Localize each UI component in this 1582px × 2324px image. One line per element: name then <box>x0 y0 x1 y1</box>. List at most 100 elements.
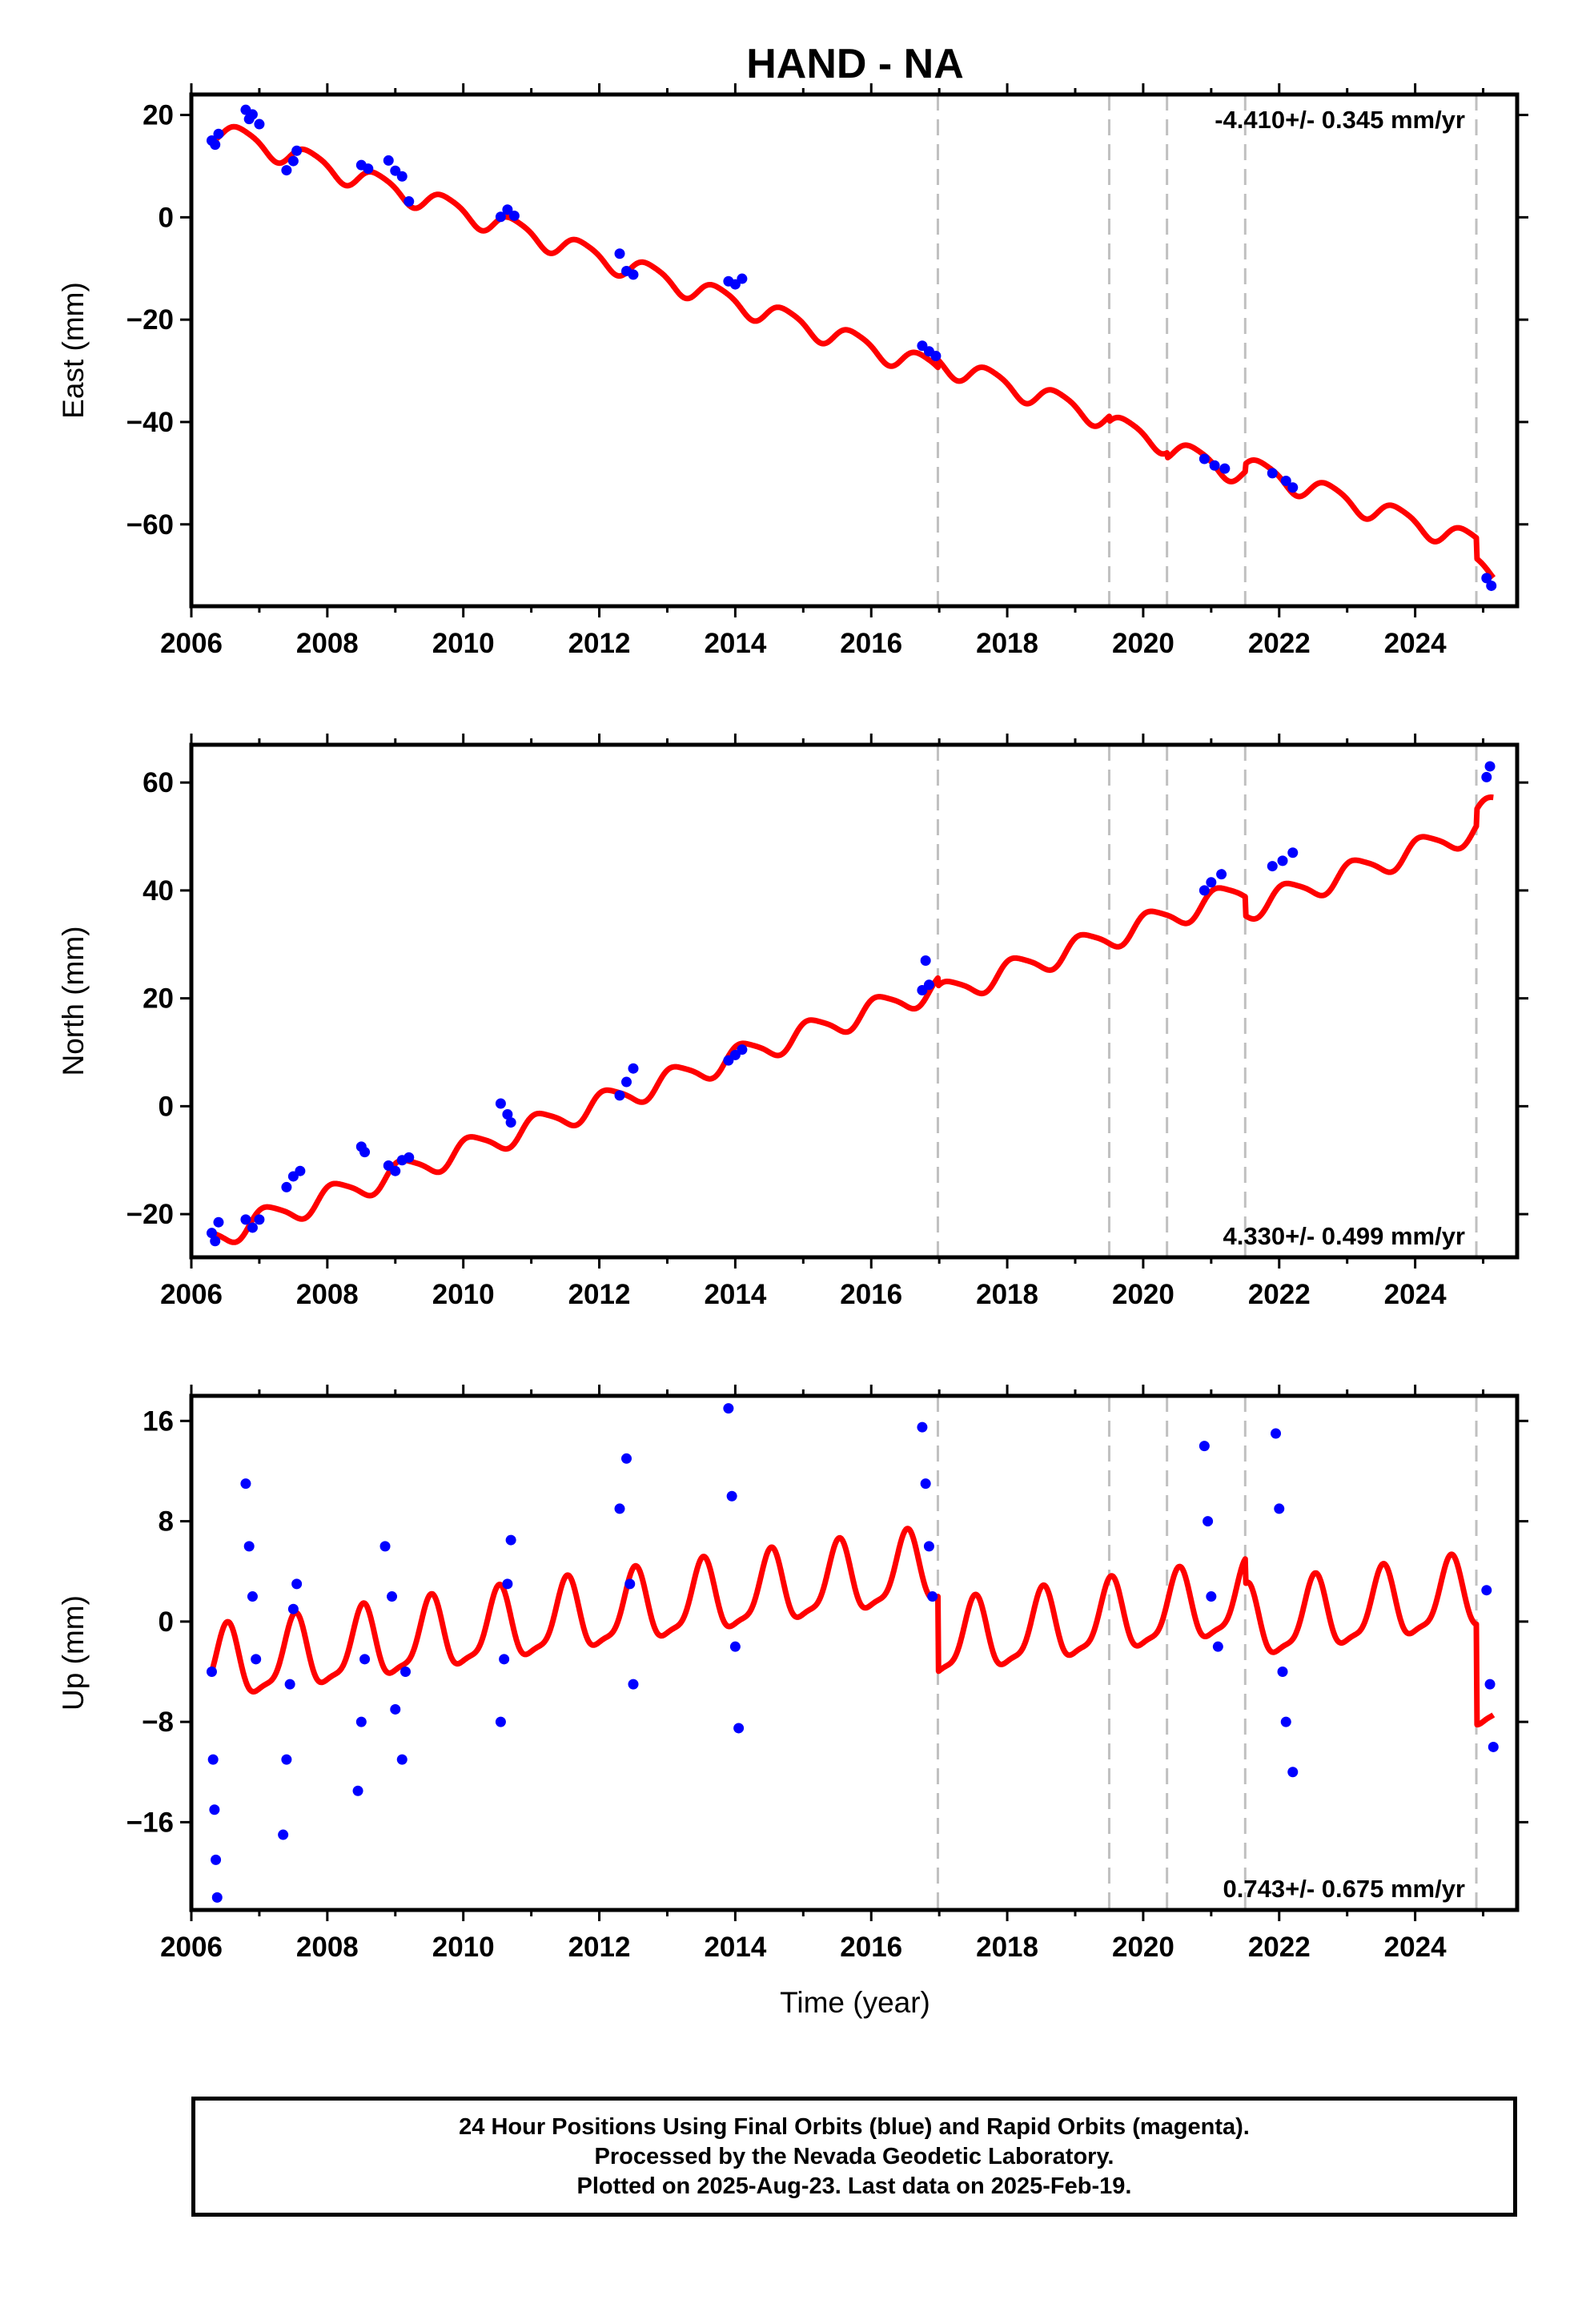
data-point-north-6 <box>281 1181 292 1192</box>
rate-label-up: 0.743+/- 0.675 mm/yr <box>1223 1875 1465 1903</box>
y-axis-label-east: East (mm) <box>57 282 90 419</box>
y-tick-label-north-2: 20 <box>143 983 174 1015</box>
data-point-up-11 <box>287 1603 299 1614</box>
x-tick-label-up-4: 2014 <box>704 1932 766 1963</box>
y-axis-label-up: Up (mm) <box>57 1595 90 1711</box>
data-point-east-2 <box>213 128 224 139</box>
x-tick-label-east-6: 2018 <box>976 628 1038 659</box>
data-point-up-25 <box>505 1534 516 1546</box>
rate-label-north: 4.330+/- 0.499 mm/yr <box>1223 1222 1465 1250</box>
data-point-up-47 <box>1481 1585 1492 1596</box>
data-point-up-35 <box>920 1478 931 1490</box>
data-point-east-7 <box>281 165 292 176</box>
data-point-north-4 <box>247 1222 258 1233</box>
data-point-north-30 <box>1267 861 1278 872</box>
x-tick-label-north-9: 2024 <box>1384 1279 1447 1310</box>
data-point-north-27 <box>1199 885 1210 896</box>
data-point-up-8 <box>251 1654 262 1665</box>
data-point-east-18 <box>508 210 520 221</box>
x-tick-label-up-1: 2008 <box>296 1932 359 1963</box>
data-point-up-2 <box>209 1804 220 1815</box>
x-tick-label-north-2: 2010 <box>432 1279 495 1310</box>
data-point-east-11 <box>363 163 374 175</box>
data-point-north-12 <box>390 1165 401 1176</box>
data-point-up-46 <box>1287 1767 1299 1778</box>
data-point-east-9 <box>291 145 303 156</box>
data-point-up-10 <box>284 1679 295 1690</box>
x-tick-label-north-8: 2022 <box>1248 1279 1311 1310</box>
data-point-east-21 <box>628 269 639 280</box>
data-point-up-42 <box>1271 1428 1282 1439</box>
y-axis-label-north: North (mm) <box>57 926 90 1076</box>
data-point-up-21 <box>400 1666 412 1677</box>
x-tick-label-north-1: 2008 <box>296 1279 359 1310</box>
data-point-east-14 <box>396 171 408 182</box>
x-tick-label-up-9: 2024 <box>1384 1932 1447 1963</box>
data-point-up-41 <box>1212 1641 1223 1652</box>
data-point-north-17 <box>505 1117 516 1128</box>
data-point-up-44 <box>1277 1666 1288 1677</box>
data-point-up-16 <box>359 1654 371 1665</box>
data-point-north-19 <box>621 1076 632 1088</box>
data-point-east-31 <box>1267 468 1278 479</box>
data-point-up-29 <box>628 1679 639 1690</box>
footer-note-box: 24 Hour Positions Using Final Orbits (bl… <box>191 2097 1517 2217</box>
data-point-north-23 <box>737 1044 748 1055</box>
data-point-north-10 <box>359 1147 371 1158</box>
data-point-up-38 <box>1199 1441 1210 1452</box>
x-tick-label-east-7: 2020 <box>1112 628 1174 659</box>
panel-east: 20 0 −20 −40 −60 2006 2008 2010 2012 2014 2016 2018… <box>57 83 1528 659</box>
data-point-east-24 <box>737 273 748 284</box>
data-point-east-35 <box>1486 580 1497 591</box>
x-tick-label-up-7: 2020 <box>1112 1932 1174 1963</box>
data-point-up-5 <box>240 1478 251 1490</box>
y-tick-label-up-4: −16 <box>126 1807 174 1838</box>
x-axis-label: Time (year) <box>780 1986 930 2019</box>
data-point-east-27 <box>930 351 942 362</box>
panel-frame-up <box>189 1393 1520 1912</box>
data-point-north-28 <box>1206 877 1217 888</box>
footer-line-1: 24 Hour Positions Using Final Orbits (bl… <box>459 2113 1250 2140</box>
y-tick-label-up-0: 16 <box>143 1405 174 1437</box>
y-tick-label-east-3: −40 <box>126 407 174 438</box>
data-point-north-18 <box>614 1090 625 1101</box>
y-tick-label-north-0: 60 <box>143 767 174 798</box>
x-tick-label-east-9: 2024 <box>1384 628 1447 659</box>
data-point-east-33 <box>1287 482 1299 493</box>
footer-line-3: Plotted on 2025-Aug-23. Last data on 202… <box>576 2173 1132 2199</box>
data-point-up-3 <box>211 1854 222 1865</box>
data-point-north-33 <box>1481 771 1492 782</box>
panel-north: 60 40 20 0 −20 2006 2008 2010 2012 2014 2016 2018 20… <box>57 734 1528 1310</box>
data-point-north-34 <box>1484 761 1496 772</box>
data-point-up-19 <box>390 1703 401 1715</box>
data-point-east-15 <box>404 196 415 207</box>
x-tick-label-up-3: 2012 <box>568 1932 631 1963</box>
data-point-up-28 <box>624 1578 636 1590</box>
data-point-up-14 <box>352 1785 363 1796</box>
data-point-north-1 <box>210 1236 221 1247</box>
y-tick-label-north-3: 0 <box>159 1091 174 1122</box>
data-point-up-24 <box>502 1578 513 1590</box>
data-point-up-33 <box>733 1723 745 1734</box>
data-point-up-12 <box>291 1578 303 1590</box>
data-point-east-34 <box>1481 573 1492 584</box>
data-point-up-20 <box>396 1754 408 1765</box>
chart-title: HAND - NA <box>746 41 964 87</box>
x-tick-label-north-4: 2014 <box>704 1279 766 1310</box>
data-point-up-18 <box>387 1591 398 1602</box>
data-point-up-13 <box>278 1829 289 1840</box>
data-point-up-9 <box>281 1754 292 1765</box>
data-point-east-1 <box>210 139 221 151</box>
data-point-up-34 <box>917 1421 928 1433</box>
y-tick-label-east-0: 20 <box>143 100 174 131</box>
data-point-up-43 <box>1274 1503 1285 1514</box>
data-point-north-20 <box>628 1063 639 1074</box>
x-tick-label-north-5: 2016 <box>840 1279 902 1310</box>
data-point-north-3 <box>240 1214 251 1225</box>
panel-frame-north <box>189 742 1520 1260</box>
data-point-east-5 <box>247 109 258 120</box>
x-tick-label-east-8: 2022 <box>1248 628 1311 659</box>
y-tick-label-east-2: −20 <box>126 304 174 336</box>
x-tick-label-up-2: 2010 <box>432 1932 495 1963</box>
